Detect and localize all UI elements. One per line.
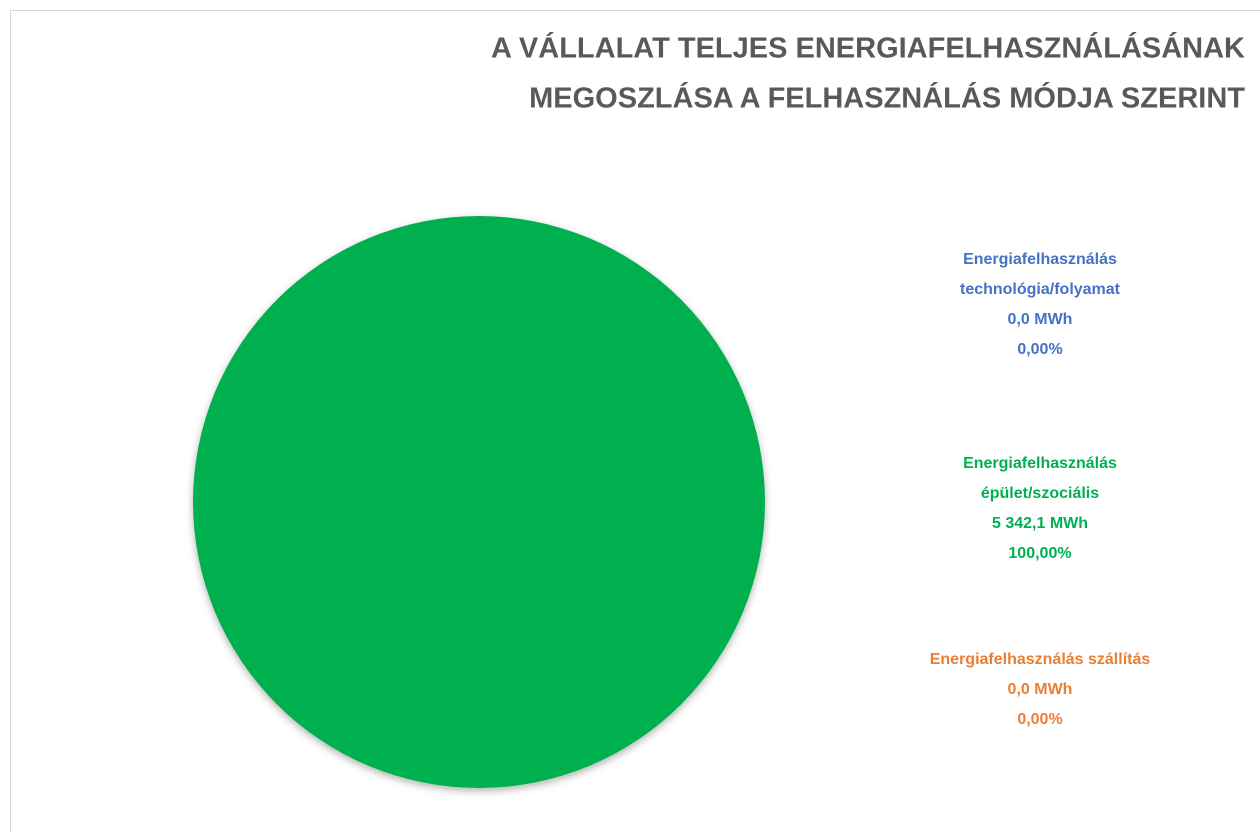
data-label: Energiafelhasználás szállítás 0,0 MWh 0,00… <box>870 645 1210 735</box>
data-label: Energiafelhasználás technológia/folyamat… <box>870 245 1210 365</box>
label-value: 0,0 MWh <box>1007 311 1073 328</box>
label-value: 0,0 MWh <box>1007 681 1073 698</box>
label-name: Energiafelhasználás szállítás <box>929 651 1151 668</box>
label-name: Energiafelhasználás technológia/folyamat <box>959 251 1121 298</box>
chart-border <box>10 10 1260 833</box>
data-label: Energiafelhasználás épület/szociális 5 34… <box>870 449 1210 569</box>
chart-title: A VÁLLALAT TELJES ENERGIAFELHASZNÁLÁSÁNA… <box>491 31 1245 65</box>
pie <box>193 216 765 788</box>
label-percent: 100,00% <box>1008 545 1072 562</box>
label-percent: 0,00% <box>1017 341 1063 358</box>
pie-slice <box>193 216 765 788</box>
label-value: 5 342,1 MWh <box>991 515 1089 532</box>
chart-title: MEGOSZLÁSA A FELHASZNÁLÁS MÓDJA SZERINT <box>529 81 1245 115</box>
label-percent: 0,00% <box>1017 711 1063 728</box>
label-name: Energiafelhasználás épület/szociális <box>963 455 1117 502</box>
